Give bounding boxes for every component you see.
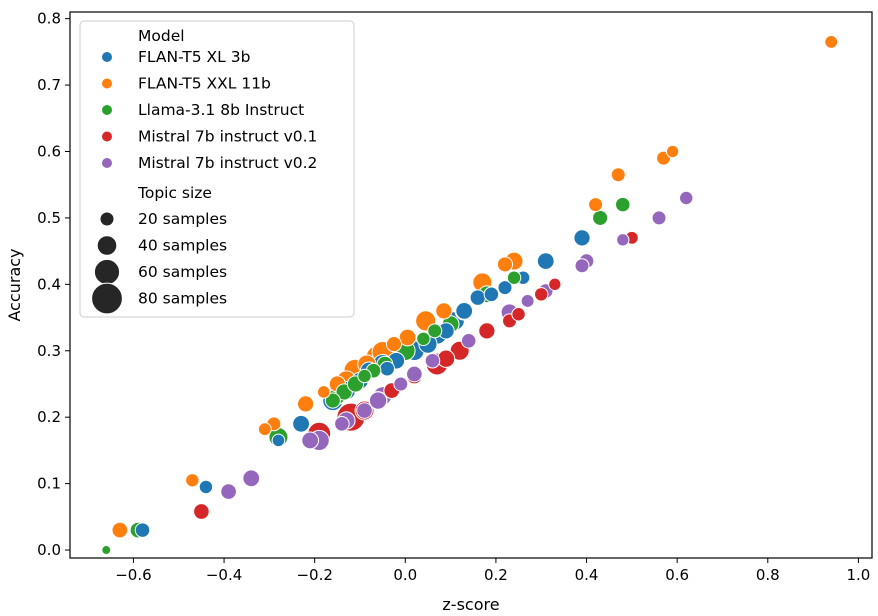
data-point — [398, 328, 417, 347]
x-tick-label: −0.2 — [296, 566, 332, 584]
legend-size-title: Topic size — [137, 184, 212, 202]
legend-size-label: 80 samples — [138, 290, 227, 308]
legend-series-marker — [101, 104, 113, 116]
legend-size-marker — [96, 235, 118, 256]
x-tick-label: 0.6 — [665, 566, 689, 584]
data-point — [416, 331, 431, 347]
legend-series-marker — [101, 157, 113, 169]
data-point — [193, 503, 210, 520]
data-point — [573, 229, 591, 247]
legend-series-marker — [101, 130, 113, 143]
data-point — [548, 277, 562, 291]
data-point — [334, 416, 350, 432]
legend-series-label: FLAN-T5 XL 3b — [138, 48, 250, 66]
data-point — [101, 545, 112, 556]
plot-frame — [69, 11, 873, 559]
data-point — [665, 144, 680, 159]
legend-series-marker — [101, 51, 113, 63]
data-points — [101, 34, 839, 556]
data-point — [406, 365, 423, 383]
legend-size-marker — [93, 258, 121, 286]
legend-series-label: Llama-3.1 8b Instruct — [138, 101, 304, 119]
legend-size-label: 40 samples — [138, 237, 227, 255]
legend-series-label: FLAN-T5 XXL 11b — [138, 75, 271, 93]
y-tick-label: 0.0 — [37, 541, 61, 559]
y-tick-label: 0.1 — [37, 475, 61, 493]
data-point — [301, 431, 320, 450]
data-point — [292, 414, 310, 433]
data-point — [615, 196, 631, 213]
data-point — [497, 280, 513, 296]
data-point — [469, 289, 486, 306]
data-point — [368, 391, 388, 410]
y-tick-label: 0.4 — [37, 275, 61, 293]
data-point — [357, 368, 372, 384]
data-point — [198, 479, 214, 495]
legend-size-marker — [99, 211, 115, 227]
data-point — [316, 385, 331, 399]
y-axis-label: Accuracy — [5, 248, 24, 321]
data-point — [435, 302, 453, 320]
y-tick-label: 0.5 — [37, 209, 61, 227]
data-point — [296, 395, 315, 413]
legend-size-label: 60 samples — [138, 263, 227, 281]
data-point — [616, 233, 630, 247]
data-point — [588, 197, 604, 213]
data-point — [257, 422, 272, 437]
y-tick-label: 0.8 — [37, 10, 61, 28]
data-point — [483, 286, 500, 303]
y-tick-label: 0.6 — [37, 142, 61, 160]
data-point — [356, 402, 373, 419]
data-point — [424, 352, 441, 369]
x-tick-label: 1.0 — [846, 566, 870, 584]
data-point — [478, 322, 496, 340]
data-point — [455, 302, 474, 320]
data-point — [242, 469, 261, 488]
data-point — [220, 483, 237, 500]
data-point — [185, 473, 200, 488]
legend-size-marker — [91, 282, 123, 315]
legend-series-label: Mistral 7b instruct v0.1 — [138, 128, 317, 146]
data-point — [592, 209, 609, 226]
x-tick-label: 0.0 — [393, 566, 417, 584]
data-point — [460, 333, 477, 349]
legend-size-label: 20 samples — [138, 210, 227, 228]
data-point — [271, 433, 286, 448]
data-point — [393, 376, 409, 392]
data-point — [679, 190, 694, 206]
y-tick-label: 0.7 — [37, 76, 61, 94]
legend-series-label: Mistral 7b instruct v0.2 — [138, 154, 317, 172]
x-axis-label: z-score — [442, 595, 499, 614]
data-point — [520, 294, 535, 308]
x-tick-label: −0.4 — [206, 566, 242, 584]
x-tick-label: 0.8 — [756, 566, 780, 584]
x-tick-label: −0.6 — [115, 566, 151, 584]
data-point — [134, 522, 151, 538]
data-point — [651, 210, 667, 226]
legend-model-title: Model — [138, 27, 185, 45]
data-point — [574, 258, 590, 274]
y-tick-label: 0.2 — [37, 408, 61, 426]
data-point — [506, 270, 522, 285]
data-point — [534, 287, 549, 302]
axis-ticks: −0.6 −0.4 −0.2 0.0 0.2 0.4 0.6 0.8 1.0 0.0 0.1 0.2 0… — [37, 10, 870, 584]
data-point — [427, 323, 443, 339]
data-point — [111, 521, 129, 539]
legend: Model FLAN-T5 XL 3b FLAN-T5 XXL 11b Llama-3… — [79, 20, 355, 318]
data-point — [496, 256, 514, 273]
data-point — [610, 167, 626, 183]
data-point — [536, 252, 555, 270]
legend-series-marker — [101, 77, 113, 90]
x-tick-label: 0.4 — [575, 566, 599, 584]
data-point — [824, 34, 839, 49]
data-point — [511, 307, 526, 322]
x-tick-label: 0.2 — [484, 566, 508, 584]
data-point — [385, 336, 403, 353]
data-point — [379, 360, 395, 377]
legend-box — [79, 20, 355, 318]
data-point — [324, 392, 341, 409]
y-tick-label: 0.3 — [37, 342, 61, 360]
